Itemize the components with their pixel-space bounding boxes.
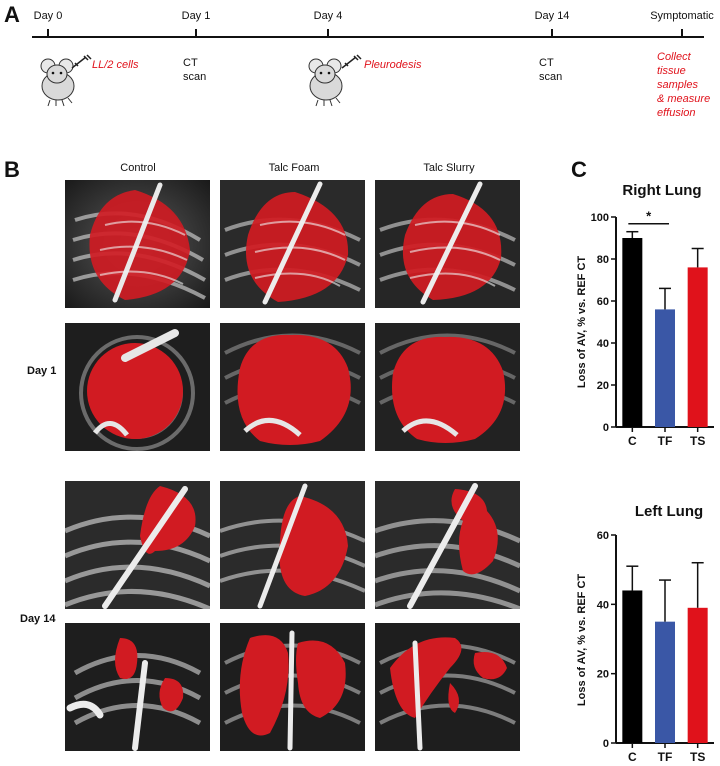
- y-tick-label: 80: [597, 254, 609, 266]
- y-tick-label: 60: [597, 296, 609, 308]
- x-tick-label: TS: [690, 434, 705, 448]
- ct-image-control-day1-lateral: [65, 180, 210, 308]
- ct-text: CT: [183, 57, 198, 69]
- bar-TF: [655, 621, 675, 743]
- bar-chart-left-lung: 0 20 40 60 C TF TS: [597, 530, 714, 764]
- timeline-label: Day 4: [313, 10, 343, 22]
- timeline-label: Symptomatic: [650, 10, 714, 22]
- collect-line: samples: [657, 79, 698, 91]
- ct-image-control-day14-axial: [65, 623, 210, 751]
- ct-image-talc-slurry-day14-lateral: [375, 481, 520, 609]
- y-tick-label: 0: [603, 422, 609, 434]
- x-tick-label: C: [628, 750, 637, 764]
- chart-title-right-lung: Right Lung: [622, 182, 702, 199]
- x-tick-label: TF: [658, 750, 673, 764]
- y-tick-label: 40: [597, 599, 609, 611]
- scan-text: scan: [539, 71, 563, 83]
- row-header-day-1: Day 1: [27, 365, 57, 377]
- significance-marker: *: [646, 209, 652, 224]
- y-tick-label: 40: [597, 338, 609, 350]
- timeline-label: Day 14: [534, 10, 570, 22]
- y-tick-label: 100: [591, 212, 609, 224]
- syringe-icon: [70, 54, 92, 75]
- column-header-talc-slurry: Talc Slurry: [423, 162, 475, 174]
- row-header-day-14: Day 14: [20, 613, 56, 625]
- ct-text: CT: [539, 57, 554, 69]
- bar-C: [622, 238, 643, 427]
- y-tick-label: 60: [597, 530, 609, 542]
- y-tick-label: 20: [597, 669, 609, 681]
- x-tick-label: C: [628, 434, 637, 448]
- timeline-label: Day 1: [181, 10, 211, 22]
- y-tick-label: 20: [597, 380, 609, 392]
- pleurodesis-label: Pleurodesis: [364, 59, 422, 71]
- bar-C: [622, 590, 643, 743]
- panel-a-label: A: [4, 2, 20, 27]
- ct-image-talc-slurry-day1-lateral: [375, 180, 520, 308]
- mouse-illustration: [36, 52, 86, 113]
- collect-line: & measure: [657, 93, 711, 105]
- timeline-tick: [681, 29, 683, 37]
- collect-line: Collect: [657, 51, 691, 63]
- mouse-illustration: [304, 52, 354, 113]
- ct-image-talc-foam-day14-axial: [220, 623, 365, 751]
- timeline: Day 0 Day 1 Day 4 Day 14 Symptomatic: [0, 0, 720, 130]
- ct-scan-label-1: CT scan: [183, 56, 206, 84]
- timeline-label: Day 0: [33, 10, 63, 22]
- y-axis-label-right-lung: Loss of AV, % vs. REF CT: [576, 255, 588, 389]
- column-header-control: Control: [120, 162, 156, 174]
- ct-image-talc-slurry-day1-axial: [375, 323, 520, 451]
- panel-b-label: B: [4, 157, 20, 182]
- cells-label: LL/2 cells: [92, 59, 139, 71]
- ct-image-control-day1-axial: [65, 323, 210, 451]
- timeline-tick: [195, 29, 197, 37]
- timeline-tick: [47, 29, 49, 37]
- ct-image-talc-foam-day1-lateral: [220, 180, 365, 308]
- collect-line: tissue: [657, 65, 686, 77]
- syringe-icon: [340, 54, 362, 75]
- bar-TF: [655, 309, 675, 427]
- collect-label: Collect tissue samples & measure effusio…: [657, 50, 710, 120]
- panel-c-label: C: [571, 157, 587, 182]
- timeline-tick: [327, 29, 329, 37]
- ct-image-talc-slurry-day14-axial: [375, 623, 520, 751]
- chart-title-left-lung: Left Lung: [634, 503, 704, 520]
- bar-chart-right-lung: 0 20 40 60 80 100 C TF TS *: [591, 209, 714, 448]
- collect-line: effusion: [657, 107, 696, 119]
- timeline-axis: [32, 36, 704, 38]
- bar-TS: [687, 267, 708, 427]
- ct-scan-label-2: CT scan: [539, 56, 562, 84]
- column-header-talc-foam: Talc Foam: [268, 162, 320, 174]
- x-tick-label: TS: [690, 750, 705, 764]
- x-tick-label: TF: [658, 434, 673, 448]
- scan-text: scan: [183, 71, 207, 83]
- ct-image-talc-foam-day14-lateral: [220, 481, 365, 609]
- timeline-tick: [551, 29, 553, 37]
- ct-image-control-day14-lateral: [65, 481, 210, 609]
- y-axis-label-left-lung: Loss of AV, % vs. REF CT: [576, 573, 588, 707]
- ct-image-talc-foam-day1-axial: [220, 323, 365, 451]
- y-tick-label: 0: [603, 738, 609, 750]
- bar-TS: [687, 607, 708, 743]
